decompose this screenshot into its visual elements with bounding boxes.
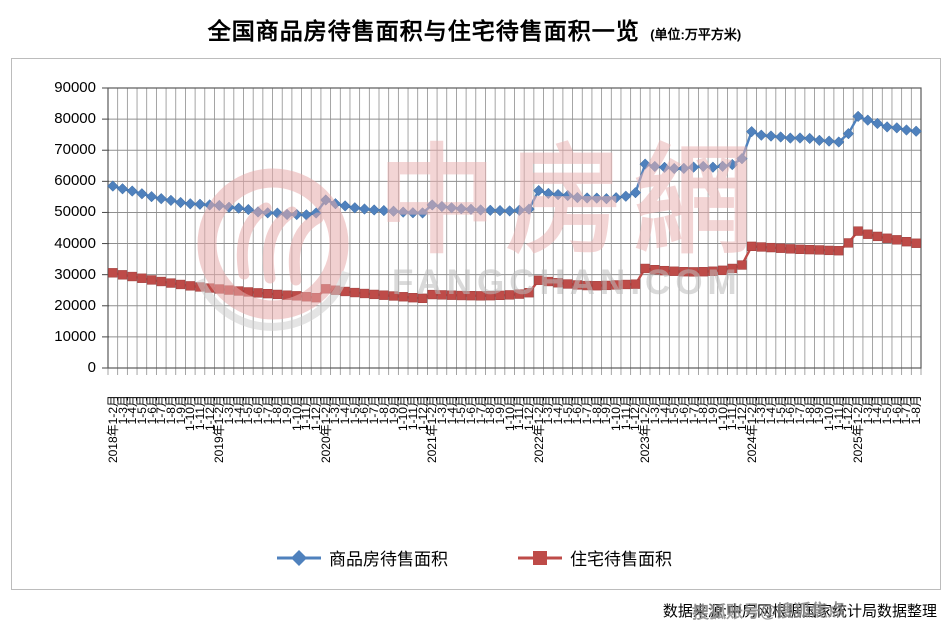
y-axis-tick-label: 10000 — [54, 327, 96, 345]
data-source-text: 数据来源:中房网根据国家统计局数据整理 — [662, 603, 937, 620]
chart-title-unit: (单位:万平方米) — [650, 27, 742, 42]
y-axis-tick-label: 40000 — [54, 234, 96, 252]
chart-title: 全国商品房待售面积与住宅待售面积一览 (单位:万平方米) — [0, 12, 949, 46]
y-axis-tick-label: 0 — [87, 359, 96, 376]
chart-legend: 商品房待售面积 住宅待售面积 — [0, 545, 949, 570]
legend-item-住宅待售面积: 住宅待售面积 — [518, 545, 672, 570]
sohu-watermark-text: 搜狐账号@搜狐焦点 — [691, 600, 845, 623]
legend-label: 商品房待售面积 — [329, 550, 448, 569]
legend-label: 住宅待售面积 — [570, 550, 672, 569]
legend-diamond-icon — [277, 549, 321, 566]
chart-plot-area — [102, 87, 922, 375]
legend-item-商品房待售面积: 商品房待售面积 — [277, 545, 448, 570]
y-axis-tick-label: 90000 — [54, 79, 96, 96]
x-axis-tick-label: 1-8月 — [909, 395, 924, 425]
chart-title-text: 全国商品房待售面积与住宅待售面积一览 — [207, 18, 640, 44]
y-axis-tick-label: 50000 — [54, 203, 96, 221]
y-axis-tick-label: 20000 — [54, 296, 96, 314]
chart-outer-frame — [11, 58, 941, 590]
y-axis-tick-label: 70000 — [54, 141, 96, 159]
y-axis-tick-label: 30000 — [54, 265, 96, 283]
legend-square-icon — [518, 550, 562, 565]
y-axis-tick-label: 60000 — [54, 172, 96, 190]
y-axis-tick-label: 80000 — [54, 110, 96, 128]
